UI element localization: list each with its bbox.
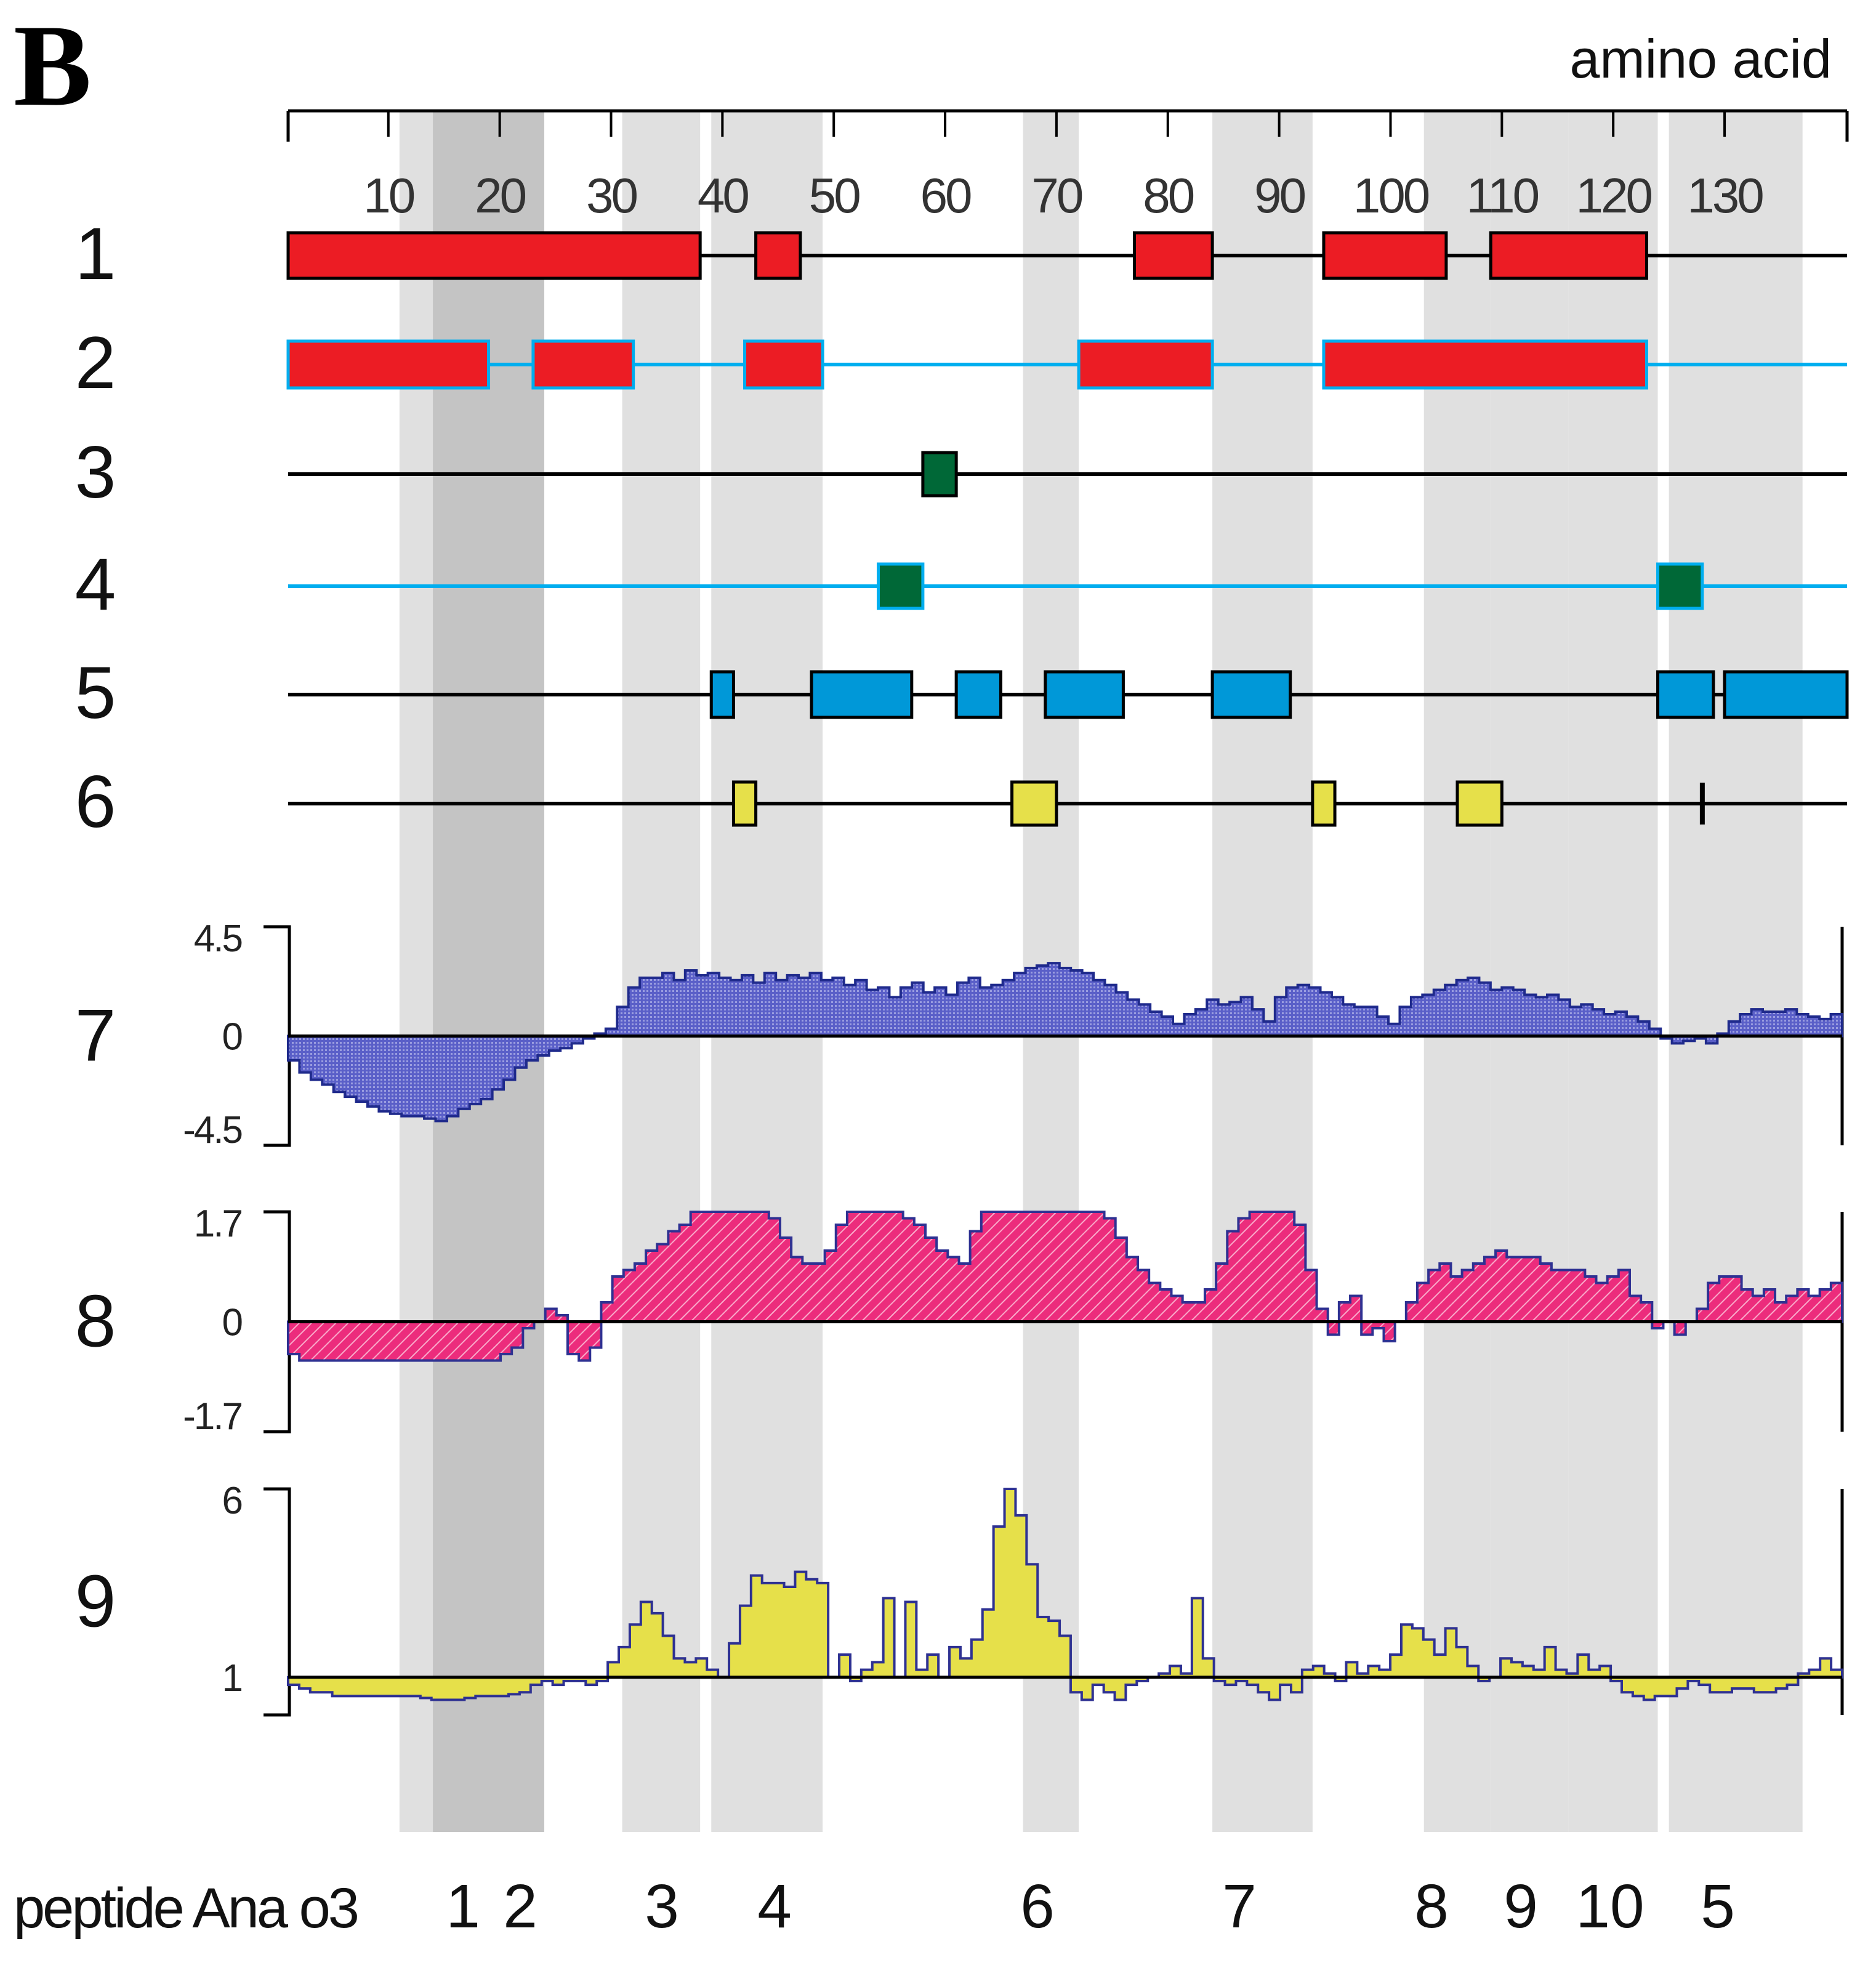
peptide-label-8: 8: [1414, 1872, 1449, 1941]
track-segment: [1133, 231, 1214, 280]
profile-tick-label: 1.7: [194, 1203, 242, 1245]
track-segment: [1210, 670, 1292, 719]
profile-tick-label: -4.5: [183, 1109, 241, 1151]
axis-tick-label: 130: [1687, 168, 1763, 223]
track-label: 6: [75, 760, 116, 843]
track-segment: [877, 562, 925, 610]
peptide-label-7: 7: [1222, 1872, 1257, 1941]
peptide-labels: peptide Ana o3 1 2 3 4 6 7 8 9 10 5: [14, 1872, 1735, 1941]
profile-bracket: [264, 1487, 291, 1717]
track-label: 3: [75, 431, 116, 514]
track-2: 2: [75, 321, 1847, 404]
track-segment: [1044, 670, 1125, 719]
profile-7: 7 4.5 0 -4.5: [75, 917, 1844, 1151]
track-segment: [754, 231, 802, 280]
axis-tick-label: 50: [809, 168, 859, 223]
profile-label: 7: [75, 994, 116, 1077]
axis-tick-label: 80: [1143, 168, 1193, 223]
peptide-region-7: [1212, 111, 1313, 1832]
track-segment: [1656, 670, 1715, 719]
track-segment: [1489, 231, 1648, 280]
profile-area: [287, 962, 1843, 1123]
track-segment: [1723, 670, 1849, 719]
peptide-label-9: 9: [1504, 1872, 1538, 1941]
peptide-label-3: 3: [645, 1872, 679, 1941]
track-6: 6: [75, 760, 1847, 843]
track-segment: [921, 451, 958, 498]
track-segment: [709, 670, 735, 719]
peptide-label-1: 1: [446, 1872, 480, 1941]
axis-tick-label: 100: [1353, 168, 1429, 223]
axis-tick-label: 70: [1031, 168, 1082, 223]
track-segment: [954, 670, 1002, 719]
profile-8: 8 1.7 0 -1.7: [75, 1203, 1844, 1438]
profile-area: [287, 1211, 1843, 1362]
peptide-label-4: 4: [757, 1872, 792, 1941]
track-3: 3: [75, 431, 1847, 514]
peptide-region-4: [711, 111, 823, 1832]
track-segment: [1311, 780, 1337, 827]
track-segment: [810, 670, 914, 719]
profile-label: 8: [75, 1280, 116, 1363]
axis-tick-label: 40: [698, 168, 748, 223]
track-segment: [286, 231, 702, 280]
peptide-overlap-region: [433, 111, 544, 1832]
track-segment: [1656, 562, 1704, 610]
axis-tick-label: 30: [586, 168, 637, 223]
axis-tick-label: 120: [1576, 168, 1651, 223]
peptide-row-label: peptide Ana o3: [14, 1877, 358, 1940]
track-label: 4: [75, 543, 116, 626]
track-segment: [531, 339, 635, 390]
peptide-region-8: [1423, 111, 1491, 1832]
axis-tick-label: 60: [920, 168, 971, 223]
profile-9: 9 6 1: [75, 1480, 1844, 1717]
axis-title: amino acid: [1569, 28, 1832, 89]
track-segment: [1077, 339, 1214, 390]
axis-tick-label: 20: [475, 168, 525, 223]
track-segment: [731, 780, 758, 827]
peptide-region-10: [1568, 111, 1658, 1832]
peptide-label-5: 5: [1701, 1872, 1735, 1941]
axis-tick-label: 10: [363, 168, 414, 223]
profile-label: 9: [75, 1560, 116, 1643]
profile-bracket: [264, 925, 291, 1147]
profile-tick-label: 0: [222, 1302, 243, 1344]
track-segment: [1455, 780, 1504, 827]
track-5: 5: [75, 651, 1849, 734]
track-1: 1: [75, 212, 1847, 295]
peptide-region-5: [1669, 111, 1803, 1832]
track-label: 1: [75, 212, 116, 295]
profile-tick-label: -1.7: [183, 1395, 241, 1438]
track-4: 4: [75, 543, 1847, 626]
profile-bracket: [264, 1210, 291, 1434]
track-segment: [1322, 339, 1648, 390]
track-segment: [286, 339, 491, 390]
peptide-label-2: 2: [503, 1872, 537, 1941]
track-label: 2: [75, 321, 116, 404]
axis-tick-label: 110: [1467, 168, 1539, 223]
track-segment: [1322, 231, 1448, 280]
profile-tick-label: 6: [222, 1480, 242, 1522]
peptide-label-6: 6: [1020, 1872, 1055, 1941]
peptide-label-10: 10: [1576, 1872, 1644, 1941]
track-label: 5: [75, 651, 116, 734]
profile-tick-label: 4.5: [194, 917, 242, 960]
profile-area: [287, 1488, 1843, 1701]
peptide-region-1: [399, 111, 433, 1832]
profile-tick-label: 1: [222, 1657, 242, 1700]
profile-tick-label: 0: [222, 1016, 243, 1059]
track-segment: [743, 339, 824, 390]
track-segment: [1010, 780, 1058, 827]
peptide-region-9: [1491, 111, 1569, 1832]
feature-tracks: 1 2 3 4 5 6: [75, 212, 1849, 843]
axis-tick-label: 90: [1254, 168, 1305, 223]
amino-acid-axis: 10 20 30 40 50 60 70 80 90 100 110 120 130: [286, 109, 1849, 223]
panel-label: B: [14, 1, 92, 131]
profile-plots: 7 4.5 0 -4.5 8 1.7 0 -1.7 9 6 1: [75, 917, 1844, 1717]
